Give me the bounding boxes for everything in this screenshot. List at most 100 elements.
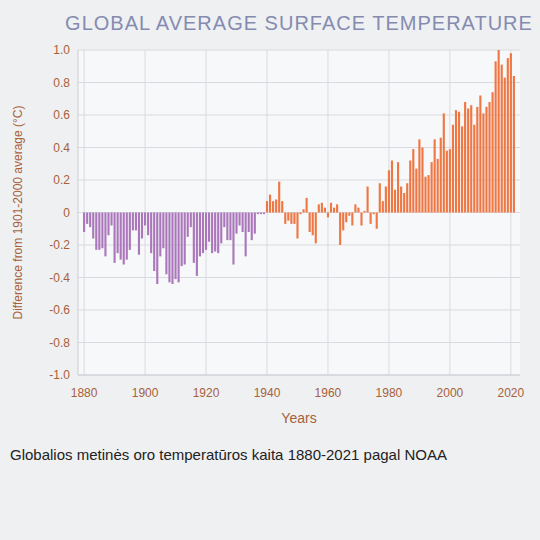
bar <box>357 208 359 213</box>
bar <box>199 213 201 257</box>
bar <box>373 213 375 215</box>
bar <box>336 204 338 212</box>
grid-line <box>78 115 520 116</box>
bar <box>473 125 475 213</box>
bar <box>138 213 140 255</box>
x-tick-label: 1920 <box>193 386 220 400</box>
bar <box>187 213 189 237</box>
bar <box>345 213 347 223</box>
x-tick-label: 1900 <box>132 386 159 400</box>
bar <box>174 213 176 280</box>
bar <box>196 213 198 276</box>
bar <box>321 203 323 213</box>
bar <box>263 213 265 215</box>
grid-line <box>266 50 267 375</box>
bar <box>284 213 286 224</box>
plot-area <box>78 50 520 375</box>
bar <box>205 213 207 250</box>
bar <box>452 125 454 213</box>
bar <box>434 139 436 212</box>
bar <box>101 213 103 249</box>
bar <box>217 213 219 254</box>
bar <box>184 213 186 265</box>
bar <box>485 107 487 213</box>
bar <box>117 213 119 254</box>
bar <box>107 213 109 236</box>
y-tick-label: -0.2 <box>49 238 70 252</box>
bar <box>458 112 460 213</box>
y-tick-label: -0.6 <box>49 303 70 317</box>
bar <box>190 213 192 228</box>
bar <box>220 213 222 244</box>
x-axis <box>78 375 520 376</box>
bar <box>98 213 100 250</box>
bars <box>83 50 515 284</box>
chart: GLOBAL AVERAGE SURFACE TEMPERATURE-1.0-0… <box>0 0 540 540</box>
y-tick-label: 0.2 <box>53 173 70 187</box>
bar <box>242 213 244 233</box>
bar <box>391 161 393 213</box>
grid-line <box>510 50 511 375</box>
bar <box>266 201 268 212</box>
bar <box>351 213 353 226</box>
x-tick-label: 2000 <box>437 386 464 400</box>
bar <box>290 213 292 224</box>
bar <box>440 138 442 213</box>
bar <box>397 162 399 212</box>
grid-line <box>78 342 520 343</box>
bar <box>181 213 183 267</box>
grid-line <box>327 50 328 375</box>
bar <box>126 213 128 260</box>
bar <box>120 213 122 260</box>
bar <box>260 213 262 215</box>
bar <box>232 213 234 265</box>
bar <box>303 209 305 212</box>
bar <box>424 177 426 213</box>
bar <box>400 187 402 213</box>
bar <box>339 213 341 246</box>
bar <box>214 213 216 252</box>
grid-line <box>78 277 520 278</box>
grid-line <box>388 50 389 375</box>
bar <box>251 213 253 241</box>
bar <box>226 213 228 241</box>
bar <box>498 50 500 213</box>
bar <box>342 213 344 231</box>
bar <box>418 139 420 212</box>
grid-line <box>78 375 520 376</box>
bar <box>446 151 448 213</box>
bar <box>427 175 429 212</box>
x-tick-label: 1960 <box>315 386 342 400</box>
bar <box>193 213 195 263</box>
x-axis-title: Years <box>281 410 316 426</box>
bar <box>504 78 506 213</box>
bar <box>510 53 512 212</box>
bar <box>114 213 116 263</box>
bar <box>202 213 204 254</box>
bar <box>367 187 369 213</box>
y-tick-label: 0.8 <box>53 76 70 90</box>
bar <box>379 183 381 212</box>
bar <box>385 187 387 213</box>
bar <box>327 213 329 218</box>
bar <box>110 213 112 226</box>
bar <box>455 110 457 212</box>
bar <box>315 213 317 244</box>
bar <box>318 204 320 212</box>
bar <box>147 213 149 236</box>
grid-line <box>78 50 520 51</box>
bar <box>376 213 378 229</box>
bar <box>168 213 170 283</box>
y-tick-label: 0.6 <box>53 108 70 122</box>
x-tick-label: 2020 <box>498 386 525 400</box>
bar <box>272 201 274 212</box>
bar <box>269 195 271 213</box>
grid-line <box>78 82 520 83</box>
bar <box>306 198 308 213</box>
bar <box>123 213 125 265</box>
bar <box>144 213 146 226</box>
bar <box>162 213 164 249</box>
bar <box>83 213 85 233</box>
bar <box>287 213 289 221</box>
bar <box>507 58 509 212</box>
